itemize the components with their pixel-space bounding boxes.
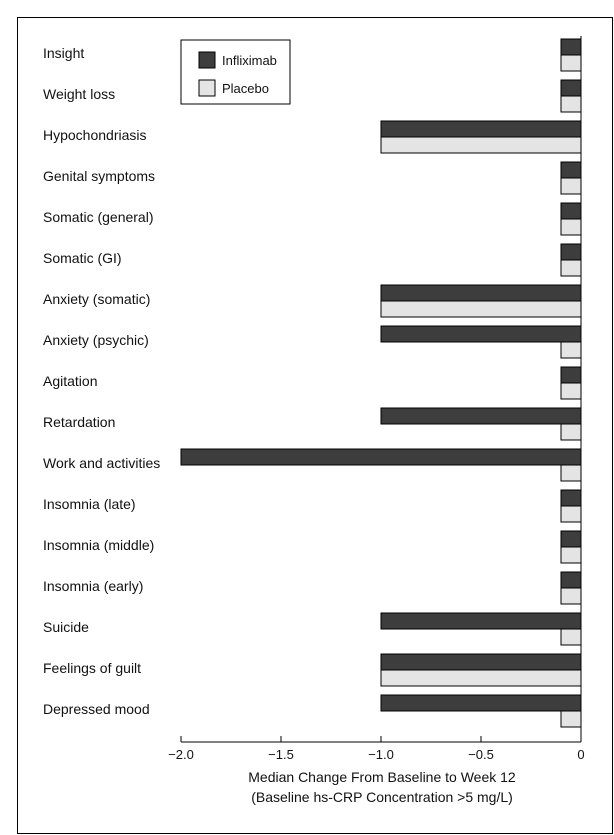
bar-placebo-anxiety-psychic — [560, 341, 582, 359]
category-label-depressed-mood: Depressed mood — [43, 701, 150, 717]
x-axis: −2.0 −1.5 −1.0 −0.5 0 — [168, 36, 585, 762]
bar-infliximab-feelings-of-guilt — [380, 653, 582, 671]
x-axis-title-line2: (Baseline hs-CRP Concentration >5 mg/L) — [251, 789, 513, 805]
legend-label-placebo: Placebo — [222, 81, 269, 96]
bar-infliximab-agitation — [560, 366, 582, 384]
bar-infliximab-genital-symptoms — [560, 161, 582, 179]
bar-placebo-suicide — [560, 628, 582, 646]
bar-infliximab-anxiety-psychic — [380, 325, 582, 343]
bar-infliximab-insomnia-late — [560, 489, 582, 507]
category-label-insight: Insight — [43, 45, 84, 61]
bar-placebo-retardation — [560, 423, 582, 441]
x-tick-label: −0.5 — [468, 747, 494, 762]
bar-placebo-insomnia-late — [560, 505, 582, 523]
category-label-anxiety-somatic: Anxiety (somatic) — [43, 291, 150, 307]
bar-infliximab-work-and-activities — [180, 448, 582, 466]
bar-placebo-insight — [560, 54, 582, 72]
category-label-somatic-gi: Somatic (GI) — [43, 250, 122, 266]
category-label-insomnia-late: Insomnia (late) — [43, 496, 136, 512]
bar-placebo-somatic-general — [560, 218, 582, 236]
bar-infliximab-insomnia-middle — [560, 530, 582, 548]
bar-infliximab-suicide — [380, 612, 582, 630]
legend: Infliximab Placebo — [180, 39, 291, 105]
bar-placebo-insomnia-middle — [560, 546, 582, 564]
category-label-insomnia-early: Insomnia (early) — [43, 578, 143, 594]
bar-placebo-insomnia-early — [560, 587, 582, 605]
bar-infliximab-somatic-general — [560, 202, 582, 220]
category-label-suicide: Suicide — [43, 619, 89, 635]
legend-swatch-placebo — [198, 79, 216, 97]
bar-infliximab-insomnia-early — [560, 571, 582, 589]
bar-placebo-hypochondriasis — [380, 136, 582, 154]
category-label-weight-loss: Weight loss — [43, 86, 115, 102]
bar-infliximab-hypochondriasis — [380, 120, 582, 138]
x-axis-title: Median Change From Baseline to Week 12 — [248, 769, 516, 785]
bar-placebo-depressed-mood — [560, 710, 582, 728]
bar-placebo-work-and-activities — [560, 464, 582, 482]
bar-infliximab-somatic-gi — [560, 243, 582, 261]
bar-infliximab-depressed-mood — [380, 694, 582, 712]
x-tick-label: 0 — [577, 747, 584, 762]
legend-swatch-infliximab — [198, 51, 216, 69]
category-label-feelings-of-guilt: Feelings of guilt — [43, 660, 141, 676]
x-tick-label: −1.0 — [368, 747, 394, 762]
category-label-anxiety-psychic: Anxiety (psychic) — [43, 332, 149, 348]
x-tick-label: −1.5 — [268, 747, 294, 762]
bar-placebo-genital-symptoms — [560, 177, 582, 195]
bar-placebo-feelings-of-guilt — [380, 669, 582, 687]
category-label-agitation: Agitation — [43, 373, 97, 389]
bar-infliximab-insight — [560, 38, 582, 56]
category-label-somatic-general: Somatic (general) — [43, 209, 154, 225]
bar-placebo-weight-loss — [560, 95, 582, 113]
bar-infliximab-anxiety-somatic — [380, 284, 582, 302]
category-label-insomnia-middle: Insomnia (middle) — [43, 537, 154, 553]
bar-placebo-anxiety-somatic — [380, 300, 582, 318]
legend-label-infliximab: Infliximab — [222, 53, 277, 68]
bar-infliximab-retardation — [380, 407, 582, 425]
bar-infliximab-weight-loss — [560, 79, 582, 97]
category-label-work-and-activities: Work and activities — [43, 455, 160, 471]
category-label-hypochondriasis: Hypochondriasis — [43, 127, 147, 143]
category-label-retardation: Retardation — [43, 414, 115, 430]
bar-placebo-somatic-gi — [560, 259, 582, 277]
x-tick-label: −2.0 — [168, 747, 194, 762]
bar-placebo-agitation — [560, 382, 582, 400]
category-label-genital-symptoms: Genital symptoms — [43, 168, 155, 184]
